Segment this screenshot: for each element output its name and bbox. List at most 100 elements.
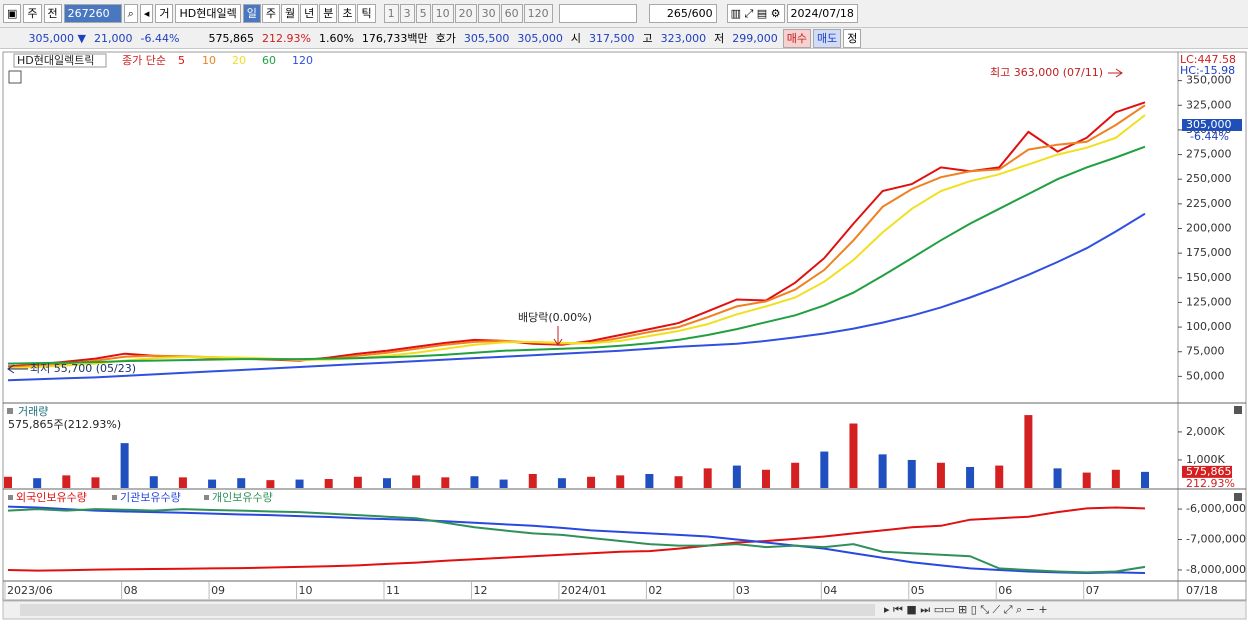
legend-square bbox=[7, 408, 13, 414]
legend-entry: 120 bbox=[292, 54, 313, 67]
period-button[interactable]: 틱 bbox=[357, 4, 376, 23]
y-tick-label: 275,000 bbox=[1186, 148, 1232, 161]
low-label: 저 bbox=[714, 32, 725, 45]
y-tick-label: 175,000 bbox=[1186, 246, 1232, 259]
x-tick-label: 2023/06 bbox=[7, 584, 53, 597]
y-tick-label: 325,000 bbox=[1186, 98, 1232, 111]
y-tick-label: 100,000 bbox=[1186, 320, 1232, 333]
volume-bar bbox=[1141, 471, 1149, 488]
turnover: 1.60% bbox=[318, 31, 354, 45]
count[interactable]: 265/600 bbox=[648, 4, 717, 23]
x-tick-label: 05 bbox=[911, 584, 925, 597]
volume-bar bbox=[499, 479, 508, 488]
rate: -6.44% bbox=[140, 31, 180, 45]
sell-button[interactable]: 매도 bbox=[813, 28, 842, 48]
scroll-thumb[interactable] bbox=[20, 604, 875, 616]
x-tick-label: 2024/01 bbox=[561, 584, 607, 597]
table-icon[interactable] bbox=[8, 70, 22, 84]
period-button[interactable]: 일 bbox=[242, 4, 261, 23]
date[interactable]: 2024/07/18 bbox=[786, 4, 858, 23]
volume-bar bbox=[762, 469, 770, 488]
code-input[interactable]: 267260 bbox=[63, 4, 122, 23]
interval-button[interactable]: 5 bbox=[415, 4, 431, 23]
y-tick-label: -7,000,000 bbox=[1186, 533, 1246, 546]
ask-label: 호가 bbox=[435, 32, 456, 45]
high-label: 최고 363,000 (07/11) bbox=[990, 66, 1103, 79]
last-price-box bbox=[1182, 118, 1242, 131]
volume-bar bbox=[353, 476, 362, 488]
sound[interactable]: ◂ bbox=[139, 4, 154, 23]
volume-bar bbox=[295, 479, 304, 488]
volume-title: 거래량 bbox=[18, 405, 48, 418]
open: 317,500 bbox=[589, 31, 635, 45]
low: 299,000 bbox=[732, 31, 778, 45]
interval-button[interactable]: 1 bbox=[383, 4, 399, 23]
interval-input[interactable] bbox=[558, 4, 637, 23]
period-button[interactable]: 년 bbox=[300, 4, 319, 23]
legend-entry: 개인보유수량 bbox=[212, 491, 273, 504]
y-tick-label: 125,000 bbox=[1186, 295, 1232, 308]
tools[interactable]: ▥ ⤢ ▤ ⚙ bbox=[726, 4, 785, 23]
period-button[interactable]: 초 bbox=[338, 4, 357, 23]
volume-bar bbox=[178, 477, 187, 488]
period-button[interactable]: 분 bbox=[319, 4, 338, 23]
interval-button[interactable]: 3 bbox=[399, 4, 415, 23]
x-tick-label: 09 bbox=[211, 584, 225, 597]
buy-button[interactable]: 매수 bbox=[782, 28, 812, 48]
y-tick-label: 2,000K bbox=[1186, 425, 1225, 438]
legend-square bbox=[204, 495, 209, 500]
period-button[interactable]: 월 bbox=[280, 4, 300, 23]
eval-button[interactable]: 정 bbox=[843, 28, 862, 48]
quote-bar: 305,000 ▼ 21,000 -6.44% 575,865 212.93% … bbox=[0, 28, 1248, 49]
volume-ratio: 212.93% bbox=[262, 31, 311, 45]
period-button[interactable]: 주 bbox=[261, 4, 280, 23]
volume-bar bbox=[1111, 469, 1120, 488]
legend-entry: 외국인보유수량 bbox=[16, 491, 87, 504]
volume-bar bbox=[120, 443, 129, 488]
y-tick-label: 225,000 bbox=[1186, 197, 1232, 210]
volume-bar bbox=[1053, 468, 1062, 488]
x-end-label: 07/18 bbox=[1186, 584, 1218, 597]
scope[interactable]: 전 bbox=[43, 4, 62, 23]
market[interactable]: 주 bbox=[23, 4, 42, 23]
last-volume-box bbox=[1182, 465, 1232, 478]
icon[interactable]: ▣ bbox=[3, 4, 22, 23]
tag[interactable]: 거 bbox=[155, 4, 174, 23]
legend-entry: 60 bbox=[262, 54, 276, 67]
x-tick-label: 08 bbox=[124, 584, 138, 597]
y-tick-label: -8,000,000 bbox=[1186, 563, 1246, 576]
count-value: 265 bbox=[666, 7, 688, 20]
last-price: 305,000 bbox=[1186, 118, 1232, 131]
volume-bar bbox=[383, 478, 391, 488]
x-tick-label: 04 bbox=[823, 584, 837, 597]
amount: 176,733백만 bbox=[361, 32, 428, 45]
interval-button[interactable]: 60 bbox=[500, 4, 523, 23]
open-label: 시 bbox=[570, 32, 582, 45]
last-volume-ratio: 212.93% bbox=[1186, 477, 1235, 490]
interval-button[interactable]: 10 bbox=[431, 4, 454, 23]
series-line bbox=[7, 145, 1146, 365]
y-tick-label: 350,000 bbox=[1186, 74, 1232, 87]
interval-button[interactable]: 120 bbox=[523, 4, 553, 23]
legend-title: HD현대일렉트릭 bbox=[17, 53, 94, 67]
ex-dividend: 배당락(0.00%) bbox=[518, 311, 592, 324]
series-line bbox=[7, 212, 1146, 382]
change: 21,000 bbox=[94, 31, 133, 45]
price: 305,000 ▼ bbox=[28, 31, 86, 45]
search[interactable]: ⌕ bbox=[123, 4, 138, 23]
series-line bbox=[7, 114, 1146, 370]
series-line bbox=[7, 508, 1146, 574]
interval-button[interactable]: 30 bbox=[477, 4, 500, 23]
scroll-controls[interactable]: ▸ ⏮ ■ ⏭ ▭▭ ⊞ ▯ ⤡ ⟋ ⤢ ⌕ − + bbox=[884, 603, 1048, 616]
volume-bar bbox=[616, 475, 625, 488]
pane-close[interactable] bbox=[1234, 406, 1242, 414]
bid: 305,000 bbox=[517, 31, 563, 45]
volume-bar bbox=[557, 478, 566, 488]
intervals: 1 3 5 10 20 30 60 120 bbox=[383, 4, 553, 23]
y-tick-label: 200,000 bbox=[1186, 222, 1232, 235]
interval-button[interactable]: 20 bbox=[454, 4, 477, 23]
pane-close[interactable] bbox=[1234, 493, 1242, 501]
low-label: 최저 55,700 (05/23) bbox=[30, 362, 136, 375]
x-tick-label: 11 bbox=[386, 584, 400, 597]
legend-entry: 5 bbox=[178, 54, 185, 67]
